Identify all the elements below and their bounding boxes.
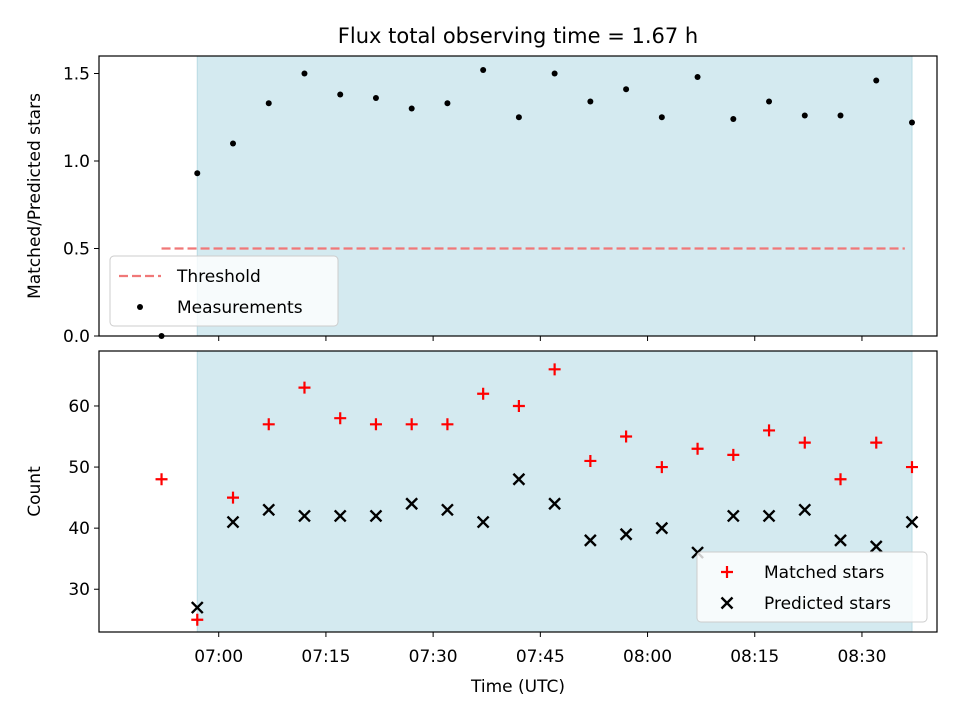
measurement-point <box>908 119 915 126</box>
legend-predicted-swatch <box>720 596 734 610</box>
matched-stars-point <box>548 363 561 376</box>
measurement-point <box>265 100 272 107</box>
measurement-point <box>551 70 558 77</box>
matched-stars-point <box>620 430 633 443</box>
legend-matched-swatch <box>721 566 733 578</box>
matched-stars-point <box>155 473 168 486</box>
predicted-stars-point <box>190 601 204 614</box>
predicted-stars-point <box>762 509 776 523</box>
x-tick-label: 08:15 <box>730 647 779 667</box>
predicted-stars-point <box>298 509 311 523</box>
matched-stars-point <box>798 436 811 449</box>
measurement-point <box>480 67 487 73</box>
measurement-point <box>766 98 773 105</box>
y-axis-label: Matched/Predicted stars <box>25 93 45 299</box>
matched-stars-point <box>441 418 454 431</box>
y-tick-label: 0.0 <box>63 327 90 347</box>
predicted-stars-point <box>655 521 669 535</box>
predicted-stars-point <box>441 503 454 517</box>
matched-stars-point <box>477 387 490 400</box>
matched-stars-point <box>405 418 418 431</box>
measurement-point <box>408 105 415 112</box>
measurement-point <box>444 100 451 107</box>
matched-stars-point <box>727 448 740 461</box>
ratio-panel: 0.0 0.5 1.0 1.5 Matched/Predicted stars Thres… <box>25 55 938 347</box>
x-tick-label: 07:45 <box>516 647 565 667</box>
predicted-stars-point <box>405 497 419 511</box>
matched-stars-point <box>191 613 204 626</box>
y-tick-label: 1.5 <box>63 65 90 85</box>
y-tick-label: 50 <box>68 458 90 478</box>
legend-measurement-swatch <box>137 304 143 310</box>
measurement-point <box>301 70 308 77</box>
legend-label: Measurements <box>177 298 303 318</box>
matched-stars-point <box>584 454 597 467</box>
measurement-point <box>194 170 201 177</box>
predicted-stars-point <box>834 534 847 547</box>
matched-stars-point <box>227 491 240 504</box>
measurement-point <box>658 114 665 121</box>
y-tick-label: 1.0 <box>63 152 90 172</box>
matched-stars-point <box>262 418 275 431</box>
measurement-point <box>515 114 522 121</box>
predicted-stars-point <box>619 527 633 541</box>
legend: Matched stars Predicted stars <box>696 551 928 623</box>
measurement-point <box>694 74 701 80</box>
measurement-point <box>587 98 594 105</box>
predicted-stars-point <box>726 509 740 523</box>
predicted-stars-point <box>369 509 383 523</box>
matched-stars-point <box>763 424 776 437</box>
x-axis-label: Time (UTC) <box>470 677 565 697</box>
predicted-stars-point <box>584 534 597 547</box>
y-tick-label: 30 <box>68 580 90 600</box>
predicted-stars-point <box>333 509 347 523</box>
measurement-point <box>337 91 344 98</box>
legend-label: Matched stars <box>764 563 884 583</box>
predicted-stars-point <box>548 497 561 511</box>
measurement-point <box>372 95 379 101</box>
y-tick-label: 40 <box>68 519 90 539</box>
predicted-stars-point <box>512 472 526 486</box>
measurement-point <box>801 112 808 119</box>
measurement-point <box>230 140 237 147</box>
legend-label: Threshold <box>176 267 261 287</box>
predicted-stars-point <box>226 515 240 529</box>
matched-stars-point <box>298 381 311 394</box>
axes-frame <box>98 55 938 337</box>
matched-stars-point <box>369 418 382 431</box>
predicted-stars-point <box>798 503 812 517</box>
axes-frame <box>98 350 938 633</box>
x-tick-label: 08:30 <box>837 647 886 667</box>
measurement-point <box>837 112 844 119</box>
predicted-stars-point <box>869 540 883 553</box>
count-panel: 30 40 50 60 07:00 07:15 07:30 07:45 08:00 08:15 08… <box>25 350 938 697</box>
legend: Threshold Measurements <box>109 255 339 327</box>
matched-stars-point <box>870 436 883 449</box>
y-tick-label: 60 <box>68 397 90 417</box>
matched-stars-point <box>691 442 704 455</box>
x-tick-label: 07:15 <box>301 647 350 667</box>
legend-box <box>696 551 928 623</box>
matched-stars-point <box>334 412 347 425</box>
matched-stars-point <box>655 461 668 474</box>
predicted-stars-point <box>476 515 490 529</box>
x-tick-label: 07:30 <box>409 647 458 667</box>
measurement-point <box>873 77 880 84</box>
measurement-point <box>623 86 630 93</box>
matched-stars-point <box>834 473 847 486</box>
legend-label: Predicted stars <box>764 594 891 614</box>
matched-stars-point <box>512 399 525 412</box>
y-axis-label: Count <box>25 466 45 517</box>
matched-stars-point <box>905 461 918 474</box>
predicted-stars-point <box>262 503 276 517</box>
chart-title: Flux total observing time = 1.67 h <box>338 24 698 48</box>
predicted-stars-point <box>905 515 919 529</box>
measurement-point <box>730 116 737 122</box>
x-tick-label: 07:00 <box>194 647 243 667</box>
x-tick-label: 08:00 <box>623 647 672 667</box>
legend-box <box>109 255 339 327</box>
y-tick-label: 0.5 <box>63 240 90 260</box>
